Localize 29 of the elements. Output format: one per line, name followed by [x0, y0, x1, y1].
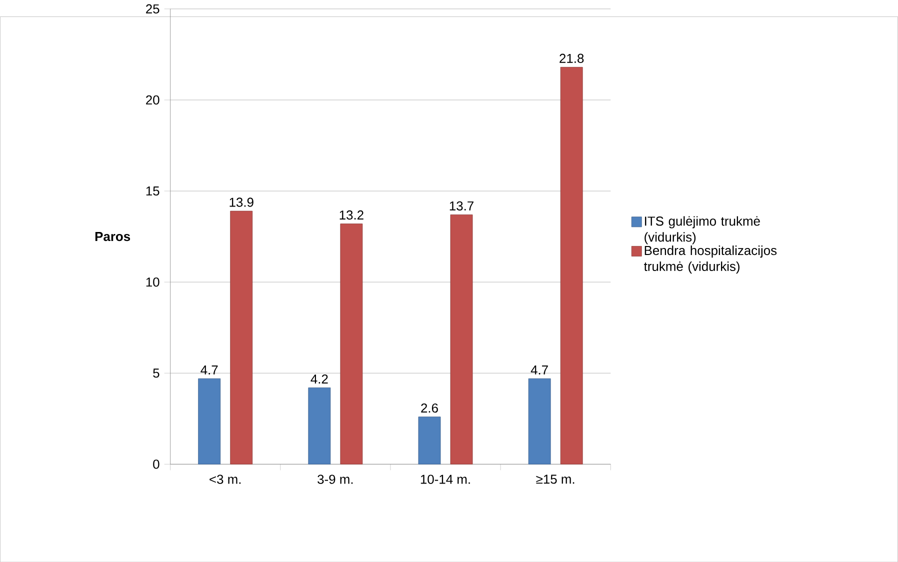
bar — [308, 387, 331, 464]
data-label: 21.8 — [560, 54, 584, 63]
x-tick-label: 3-9 m. — [318, 474, 353, 484]
x-tick-label: <3 m. — [210, 474, 241, 484]
y-tick-label: 10 — [146, 277, 160, 287]
x-tick-label: 10-14 m. — [420, 474, 470, 484]
y-tick-label: 5 — [153, 368, 160, 378]
legend-label: ITS gulėjimo trukmė (vidurkis) — [644, 216, 760, 244]
y-tick-label: 25 — [146, 4, 160, 14]
x-tick-label: ≥15 m. — [536, 474, 574, 484]
bar — [198, 378, 221, 464]
bar — [340, 223, 363, 464]
bar — [450, 214, 473, 464]
data-label: 4.2 — [310, 374, 328, 384]
bar — [528, 378, 551, 464]
y-axis-title: Paros — [95, 232, 130, 241]
data-label: 4.7 — [530, 365, 548, 374]
data-label: 13.7 — [450, 201, 474, 210]
data-label: 13.9 — [230, 198, 254, 207]
y-tick-label: 15 — [146, 186, 160, 196]
bar — [230, 210, 253, 464]
bar — [418, 416, 441, 464]
data-label: 13.2 — [340, 210, 364, 220]
legend-label: Bendra hospitalizacijos trukmė (vidurkis) — [644, 245, 777, 274]
data-label: 4.7 — [200, 365, 218, 374]
y-tick-label: 0 — [153, 459, 160, 469]
y-tick-label: 20 — [146, 95, 160, 104]
bar — [560, 66, 583, 464]
data-label: 2.6 — [421, 403, 438, 413]
